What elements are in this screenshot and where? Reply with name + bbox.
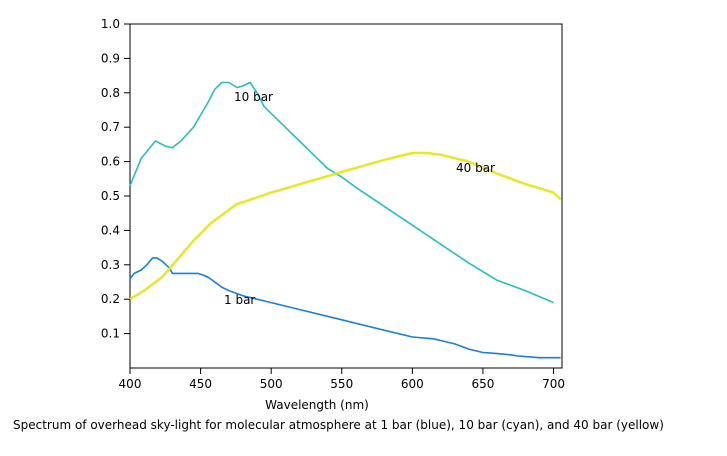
series-line-40-bar (129, 151, 562, 301)
y-tick-label: 0.3 (101, 258, 120, 272)
y-axis-ticks: 0.1 0.2 0.3 0.4 0.5 0.6 0.7 0.8 0.9 1.0 (101, 17, 130, 341)
x-tick-label: 600 (401, 377, 424, 391)
series-labels: 1 bar 10 bar 40 bar (224, 90, 495, 307)
series-lines (129, 81, 562, 359)
series-label-1-bar: 1 bar (224, 293, 255, 307)
y-tick-label: 1.0 (101, 17, 120, 31)
y-tick-label: 0.2 (101, 292, 120, 306)
x-axis-ticks: 400 450 500 550 600 650 700 (119, 368, 565, 391)
x-tick-label: 500 (260, 377, 283, 391)
y-tick-label: 0.1 (101, 327, 120, 341)
y-tick-label: 0.7 (101, 120, 120, 134)
series-label-40-bar: 40 bar (456, 161, 495, 175)
x-tick-label: 700 (542, 377, 565, 391)
x-tick-label: 400 (119, 377, 142, 391)
x-tick-label: 450 (189, 377, 212, 391)
plot-frame (129, 23, 563, 369)
series-line-10-bar (129, 81, 554, 304)
x-axis-title: Wavelength (nm) (265, 398, 369, 412)
y-tick-label: 0.5 (101, 189, 120, 203)
x-tick-label: 650 (471, 377, 494, 391)
y-tick-label: 0.9 (101, 51, 120, 65)
y-tick-label: 0.8 (101, 86, 120, 100)
y-tick-label: 0.4 (101, 223, 120, 237)
series-label-10-bar: 10 bar (234, 90, 273, 104)
x-tick-label: 550 (330, 377, 353, 391)
series-line-1-bar (129, 257, 561, 359)
y-tick-label: 0.6 (101, 155, 120, 169)
chart-caption: Spectrum of overhead sky-light for molec… (13, 418, 664, 432)
